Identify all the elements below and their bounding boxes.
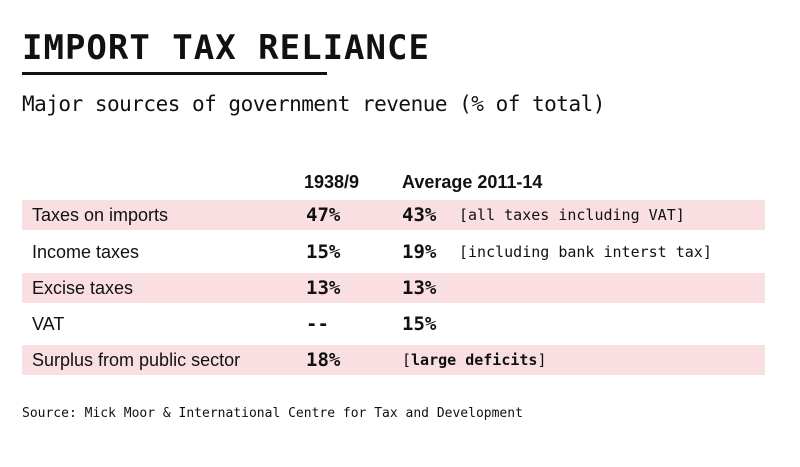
value-1938: -- bbox=[306, 313, 329, 335]
row-note: [all taxes including VAT] bbox=[459, 206, 685, 224]
note-close-bracket: ] bbox=[537, 351, 547, 369]
note-open-bracket: [ bbox=[402, 351, 412, 369]
source-note: Source: Mick Moor & International Centre… bbox=[22, 406, 523, 421]
note-bold-text: large deficits bbox=[411, 351, 538, 369]
row-note: [large deficits] bbox=[402, 349, 547, 371]
row-label: Income taxes bbox=[32, 242, 140, 262]
table-row: Income taxes 15% 19% [including bank int… bbox=[22, 237, 765, 267]
value-2011-14: 19% bbox=[402, 241, 437, 263]
row-note: [including bank interst tax] bbox=[459, 243, 712, 261]
row-label: Taxes on imports bbox=[32, 205, 169, 225]
column-header-average-2011-14: Average 2011-14 bbox=[402, 172, 543, 192]
value-1938: 13% bbox=[306, 277, 341, 299]
value-2011-14: 13% bbox=[402, 277, 437, 299]
column-header-1938: 1938/9 bbox=[304, 172, 360, 192]
table-row: Taxes on imports 47% 43% [all taxes incl… bbox=[22, 200, 765, 230]
table-row: VAT -- 15% bbox=[22, 309, 765, 339]
value-2011-14: 15% bbox=[402, 313, 437, 335]
table-row: Surplus from public sector 18% [large de… bbox=[22, 345, 765, 375]
chart-title: IMPORT TAX RELIANCE bbox=[22, 28, 430, 68]
title-underline bbox=[22, 72, 327, 75]
value-1938: 15% bbox=[306, 241, 341, 263]
row-label: Surplus from public sector bbox=[32, 350, 241, 370]
table-row: Excise taxes 13% 13% bbox=[22, 273, 765, 303]
value-1938: 47% bbox=[306, 204, 341, 226]
value-1938: 18% bbox=[306, 349, 341, 371]
row-label: Excise taxes bbox=[32, 278, 134, 298]
chart-subtitle: Major sources of government revenue (% o… bbox=[22, 92, 605, 116]
value-2011-14: 43% bbox=[402, 204, 437, 226]
row-label: VAT bbox=[32, 314, 65, 334]
